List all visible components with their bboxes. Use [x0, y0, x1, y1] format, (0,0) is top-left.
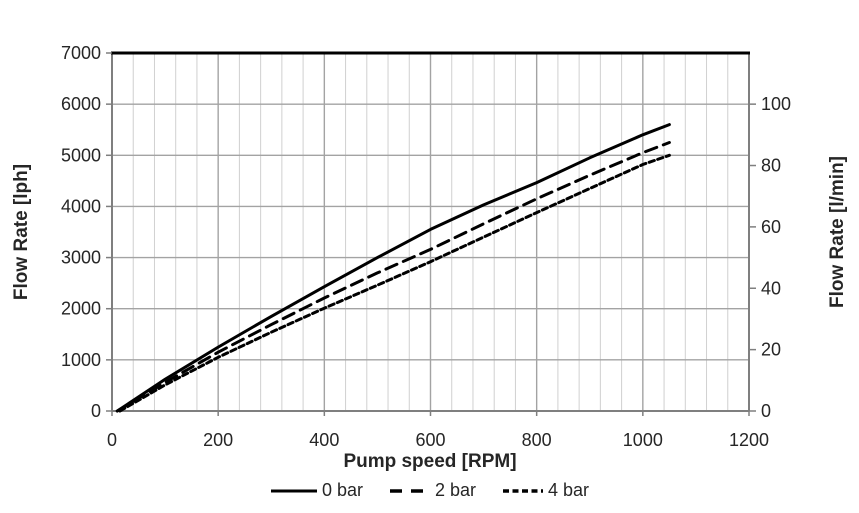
legend-line-sample-solid	[270, 489, 317, 492]
x-tick-label: 400	[309, 430, 339, 450]
left-y-tick-label: 0	[91, 401, 101, 421]
x-tick-label: 600	[415, 430, 445, 450]
left-y-axis-title: Flow Rate [lph]	[11, 163, 32, 301]
series-line-4-bar	[118, 153, 671, 413]
legend-item-2bar: 2 bar	[389, 480, 476, 501]
right-y-tick-label: 80	[761, 156, 781, 176]
legend-item-0bar: 0 bar	[270, 480, 363, 501]
x-tick-label: 1200	[729, 430, 769, 450]
left-y-tick-label: 5000	[61, 145, 101, 165]
x-tick-label: 200	[203, 430, 233, 450]
x-tick-label: 0	[107, 430, 117, 450]
legend: 0 bar 2 bar 4 bar	[0, 480, 859, 501]
x-axis-title: Pump speed [RPM]	[343, 451, 517, 472]
right-y-tick-label: 60	[761, 217, 781, 237]
series-line-0-bar	[115, 123, 671, 413]
right-y-tick-label: 0	[761, 401, 771, 421]
left-y-tick-label: 1000	[61, 350, 101, 370]
left-y-tick-label: 6000	[61, 94, 101, 114]
right-y-tick-label: 40	[761, 278, 781, 298]
right-y-tick-label: 100	[761, 94, 791, 114]
series-line-2-bar	[115, 141, 671, 413]
left-y-tick-label: 7000	[61, 43, 101, 63]
x-tick-label: 1000	[623, 430, 663, 450]
legend-label: 2 bar	[434, 480, 477, 500]
legend-line-sample-short-dash	[503, 488, 544, 493]
legend-line-sample-long-dash	[389, 488, 430, 493]
right-y-axis-title: Flow Rate [l/min]	[827, 156, 848, 308]
x-tick-label: 800	[522, 430, 552, 450]
left-y-tick-label: 2000	[61, 299, 101, 319]
legend-label: 4 bar	[548, 480, 590, 500]
left-y-tick-label: 3000	[61, 248, 101, 268]
right-y-tick-label: 20	[761, 340, 781, 360]
legend-item-4bar: 4 bar	[502, 480, 589, 501]
left-y-tick-label: 4000	[61, 196, 101, 216]
legend-label: 0 bar	[321, 480, 363, 500]
